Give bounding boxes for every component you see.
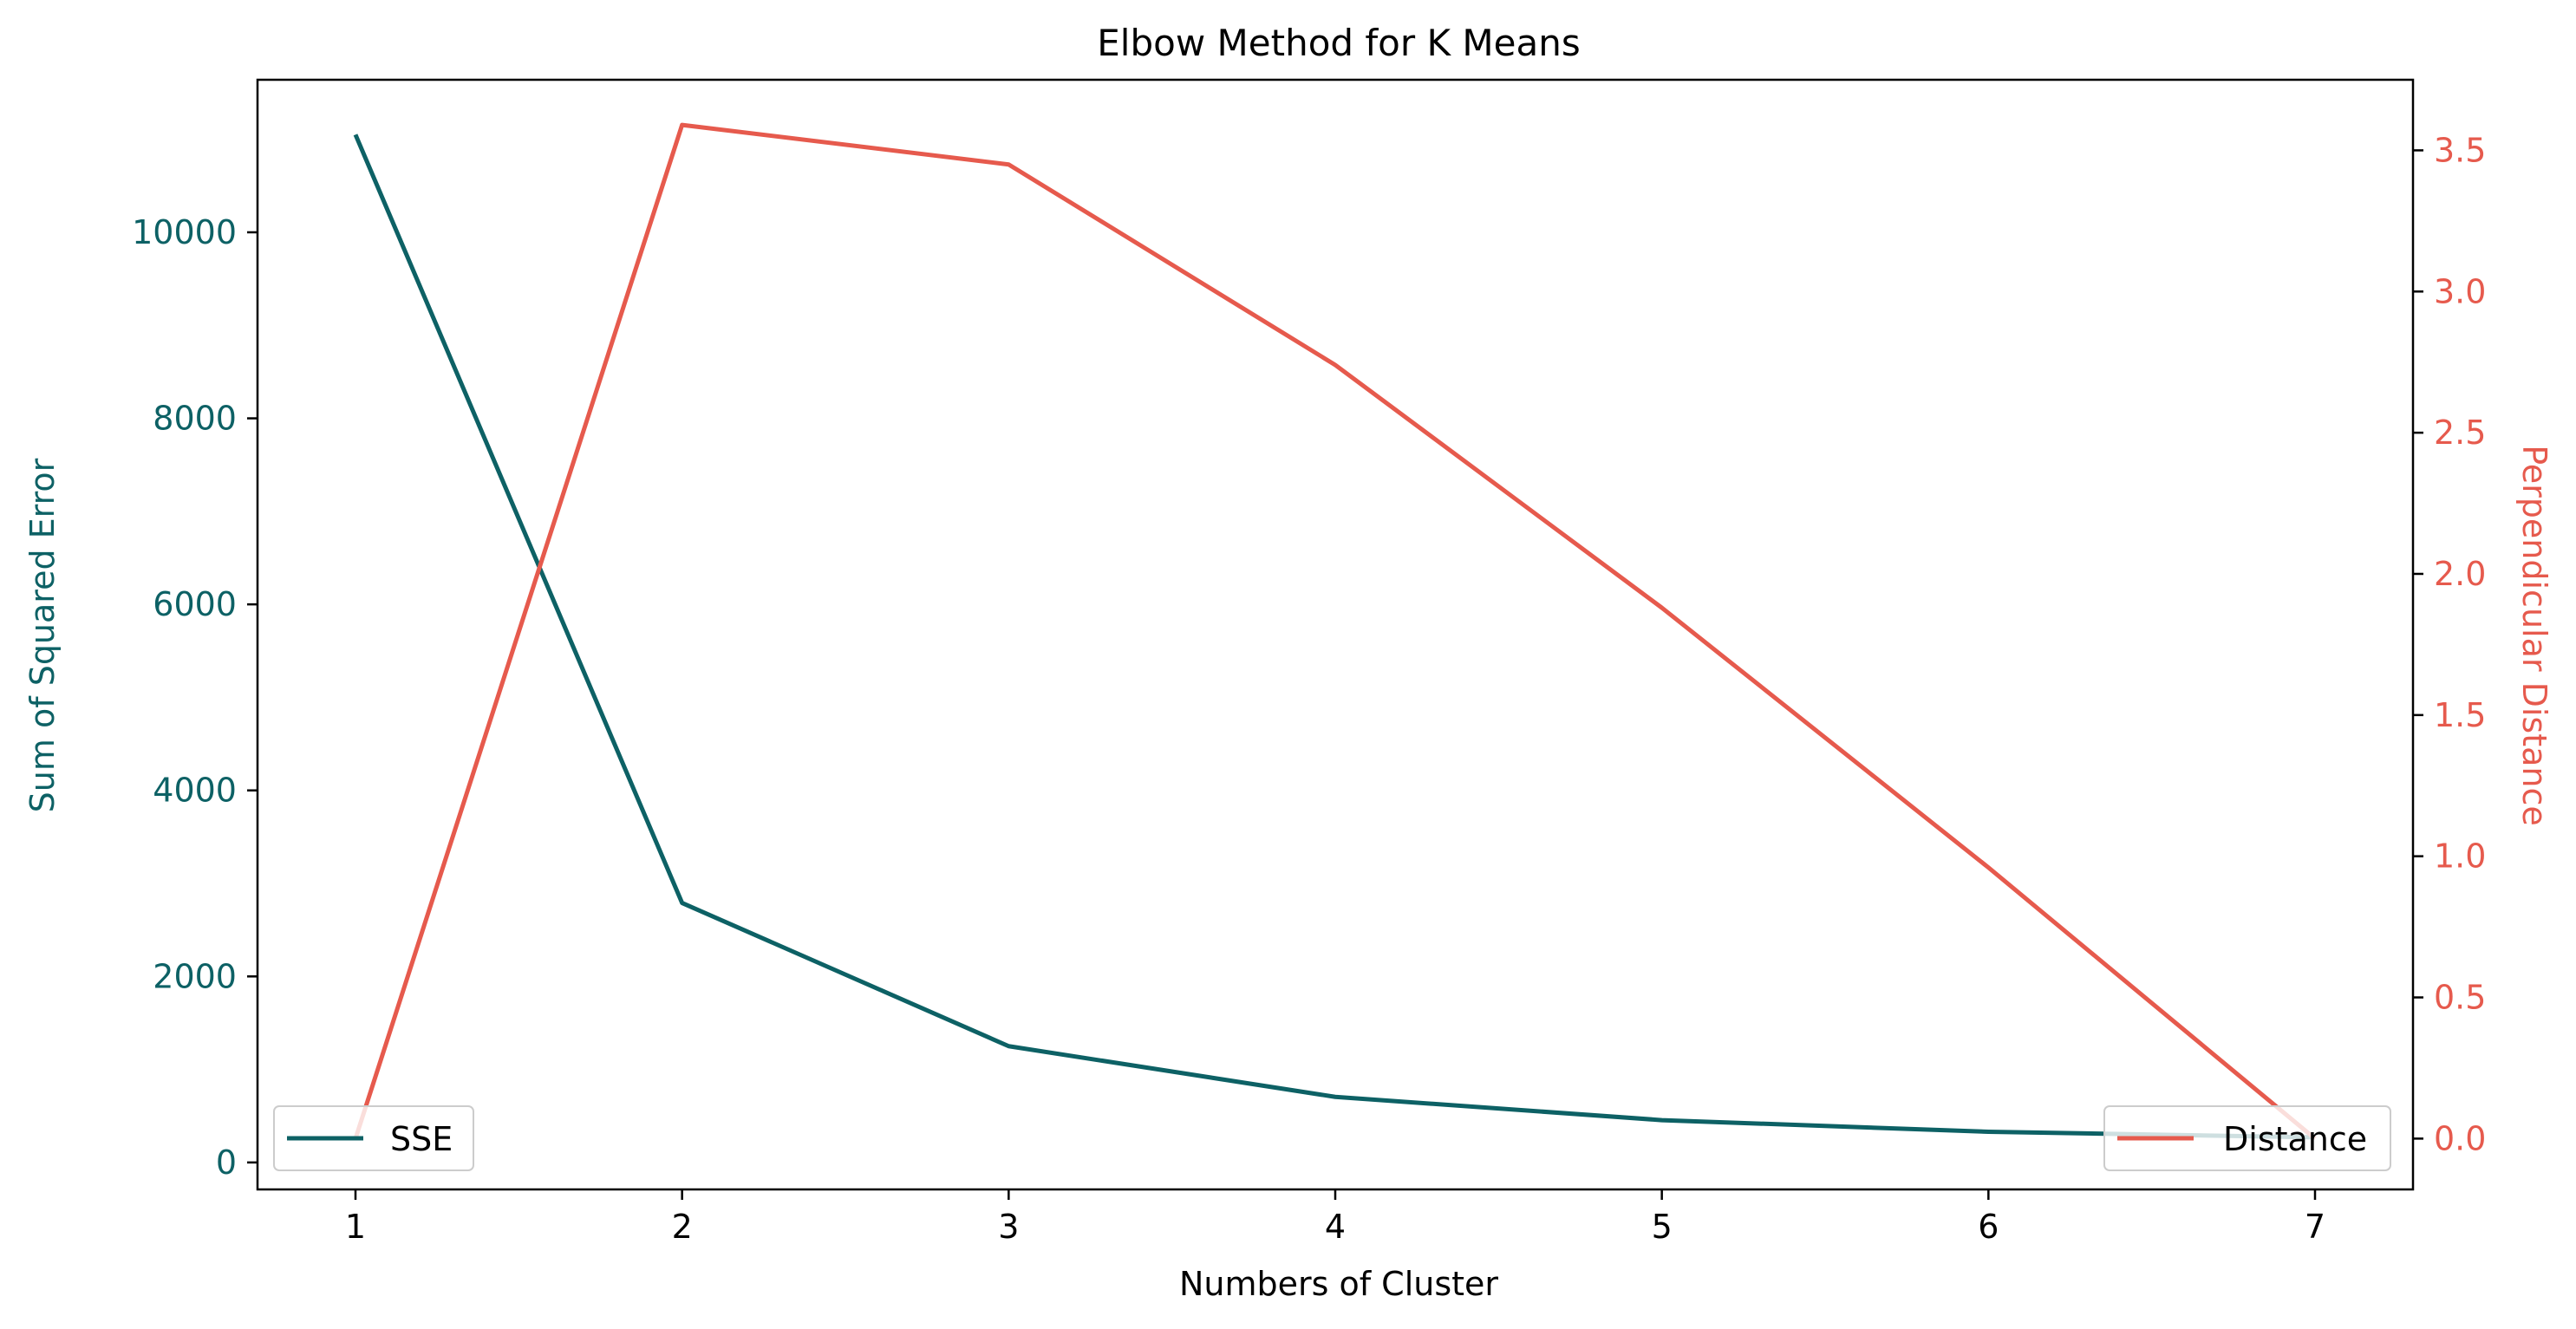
data-point-sse <box>1986 1130 1991 1134</box>
left-y-axis-label: Sum of Squared Error <box>23 458 62 812</box>
left-y-axis-ticks: 0 2000 4000 6000 8000 10000 <box>132 213 258 1182</box>
right-y-tick-label: 0.0 <box>2434 1119 2486 1157</box>
data-point-sse <box>354 133 358 137</box>
chart-title: Elbow Method for K Means <box>1097 22 1580 64</box>
x-tick-label: 3 <box>998 1208 1019 1246</box>
data-point-distance <box>1660 606 1664 610</box>
right-y-tick-label: 3.0 <box>2434 272 2486 310</box>
data-point-sse <box>1007 1044 1011 1048</box>
series-line-distance <box>353 122 2317 1141</box>
x-tick-label: 1 <box>345 1208 366 1246</box>
series-line-sse <box>353 134 2316 1140</box>
right-y-tick-label: 3.5 <box>2434 131 2486 169</box>
data-point-distance <box>1986 865 1991 870</box>
data-point-sse <box>1334 1095 1338 1099</box>
left-y-tick-label: 10000 <box>132 213 237 251</box>
legend-sse: SSE <box>273 1105 474 1171</box>
left-y-tick-label: 8000 <box>153 400 237 438</box>
legend-sse-box <box>273 1105 474 1171</box>
right-y-tick-label: 0.5 <box>2434 979 2486 1017</box>
legend-distance-box <box>2103 1105 2391 1171</box>
data-point-distance <box>1007 162 1011 166</box>
data-point-distance <box>680 123 684 127</box>
right-y-tick-label: 2.0 <box>2434 555 2486 593</box>
right-y-axis-label: Perpendicular Distance <box>2515 445 2553 826</box>
left-y-tick-label: 2000 <box>153 957 237 995</box>
left-y-tick-label: 0 <box>216 1143 237 1182</box>
legend-sse-label: SSE <box>390 1120 453 1158</box>
data-point-sse <box>680 901 684 905</box>
legend-distance: Distance <box>2103 1105 2391 1171</box>
left-y-tick-label: 6000 <box>153 585 237 623</box>
x-tick-label: 2 <box>672 1208 693 1246</box>
x-tick-label: 6 <box>1978 1208 1999 1246</box>
x-tick-label: 7 <box>2305 1208 2325 1246</box>
data-point-sse <box>1660 1118 1664 1123</box>
data-point-distance <box>1334 362 1338 367</box>
x-axis-label: Numbers of Cluster <box>1179 1265 1498 1303</box>
right-y-tick-label: 1.5 <box>2434 696 2486 734</box>
x-tick-label: 4 <box>1325 1208 1346 1246</box>
right-y-tick-label: 1.0 <box>2434 837 2486 876</box>
right-y-axis-ticks: 0.0 0.5 1.0 1.5 2.0 2.5 3.0 3.5 <box>2413 131 2486 1157</box>
legend-distance-label: Distance <box>2223 1120 2367 1158</box>
right-y-tick-label: 2.5 <box>2434 414 2486 452</box>
left-y-tick-label: 4000 <box>153 772 237 810</box>
x-axis-ticks: 1 2 3 4 5 6 7 <box>345 1189 2325 1246</box>
x-tick-label: 5 <box>1652 1208 1673 1246</box>
